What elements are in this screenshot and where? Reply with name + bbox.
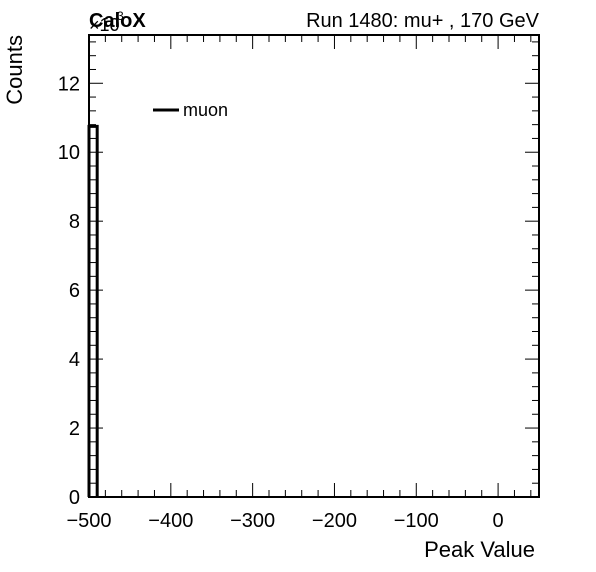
y-tick-label: 0 [69, 487, 80, 509]
y-tick-label: 2 [69, 418, 80, 440]
experiment-label: CaloX [89, 10, 146, 32]
y-tick-labels: 0 2 4 6 8 10 12 [58, 73, 80, 509]
y-multiplier-label: ×10 [89, 15, 120, 35]
y-multiplier-exponent: 3 [117, 9, 124, 23]
y-tick-label: 10 [58, 142, 80, 164]
y-axis-title: Counts [2, 35, 27, 105]
y-tick-label: 12 [58, 73, 80, 95]
legend-label-muon: muon [183, 100, 228, 120]
x-tick-labels: −500 −400 −300 −200 −100 0 [66, 510, 503, 532]
x-tick-label: −400 [148, 510, 193, 532]
x-tick-label: −200 [312, 510, 357, 532]
y-tick-label: 8 [69, 211, 80, 233]
x-tick-label: 0 [493, 510, 504, 532]
axis-ticks [88, 35, 539, 498]
x-tick-label: −300 [230, 510, 275, 532]
legend: muon [153, 100, 228, 120]
y-tick-label: 4 [69, 349, 80, 371]
x-axis-title: Peak Value [424, 537, 535, 562]
y-tick-label: 6 [69, 280, 80, 302]
plot-frame [88, 34, 540, 498]
x-tick-label: −100 [394, 510, 439, 532]
x-tick-label: −500 [66, 510, 111, 532]
run-info-label: Run 1480: mu+ , 170 GeV [306, 10, 540, 32]
